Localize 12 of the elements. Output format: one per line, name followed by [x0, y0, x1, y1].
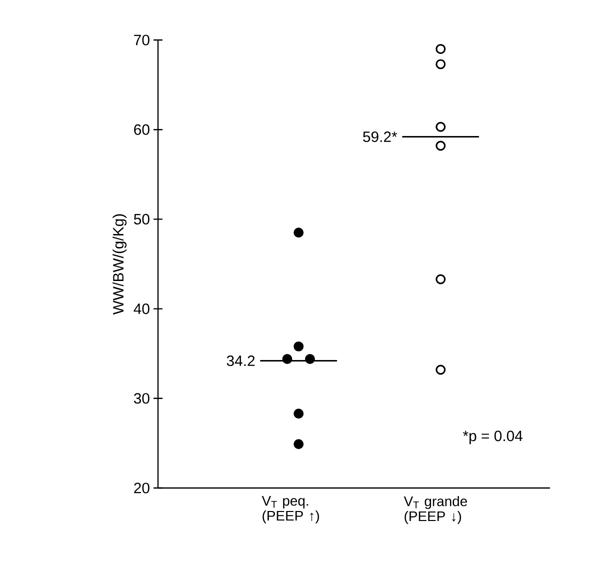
y-tick-label: 30 — [134, 393, 150, 404]
y-tick-label: 20 — [134, 482, 150, 494]
x-tick-label: V$_{T}$ grande (PEEP ↓) — [404, 496, 468, 524]
y-axis-title: WW/BW/(g/Kg) — [112, 214, 127, 315]
annotation: *p = 0.04 — [462, 430, 523, 444]
y-tick-label: 40 — [134, 304, 150, 314]
annotation: 34.2 — [226, 355, 255, 366]
y-tick-label: 50 — [134, 214, 150, 224]
y-tick-label: 70 — [134, 34, 150, 46]
x-tick-label: V$_{T}$ peq. (PEEP ↑) — [262, 496, 320, 524]
y-tick-label: 60 — [134, 124, 150, 135]
annotation: 59.2* — [363, 131, 398, 142]
